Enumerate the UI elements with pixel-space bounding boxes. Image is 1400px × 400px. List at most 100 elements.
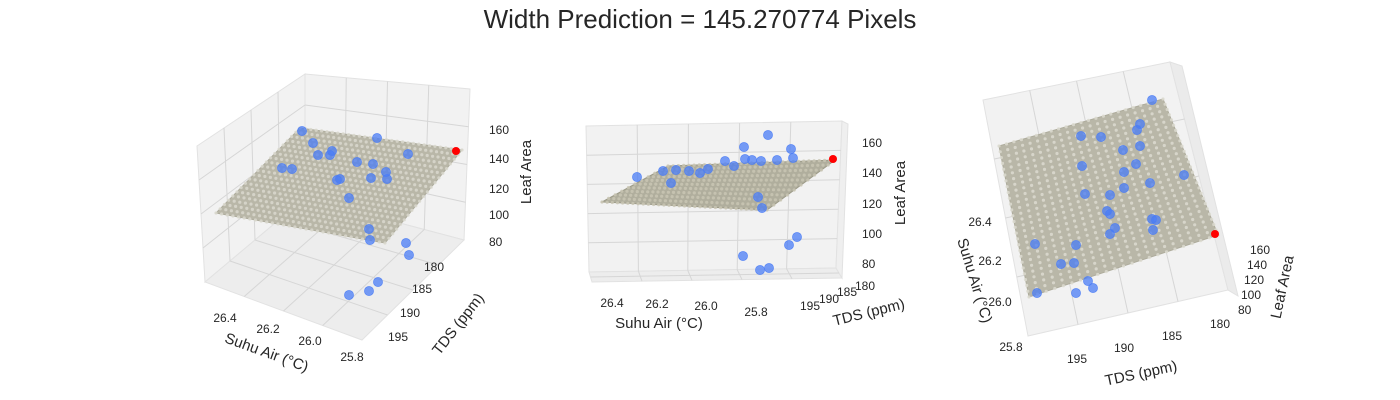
plot2-surface-node [630, 189, 634, 193]
plot1-surface-node [306, 176, 310, 180]
plot1-surface-node [310, 228, 314, 232]
plot2-surface-node [765, 160, 769, 164]
plot2-surface-node [682, 163, 686, 167]
plot1-surface-node [365, 201, 370, 205]
plot3-surface-node [1089, 184, 1093, 188]
plot1-surface-node [378, 224, 382, 228]
plot3-surface-node [1170, 165, 1174, 169]
plot1-surface-node [407, 197, 411, 201]
plot3-surface-node [1203, 225, 1207, 229]
plot1-surface-node [356, 205, 360, 209]
plot3-surface-node [1083, 258, 1087, 262]
plot3-surface-node [1113, 267, 1117, 271]
plot2-surface-node [678, 186, 682, 190]
plot1-surface-node [248, 217, 252, 221]
plot3-surface-node [1169, 118, 1174, 122]
plot3-surface-node [1056, 188, 1060, 192]
plot3-surface-node [1127, 142, 1131, 146]
plot3-surface-node [1022, 272, 1026, 276]
plot1-surface-node [417, 163, 421, 167]
plot1-surface-node [371, 202, 375, 206]
plot1-surface-node [363, 175, 367, 179]
plot3-surface-node [1043, 284, 1047, 288]
plot3-surface-node [1132, 236, 1136, 241]
plot2-surface-node [735, 187, 739, 191]
plot1-surface-node [309, 207, 313, 211]
plot1-surface-node [389, 210, 393, 214]
plot3-surface-node [1140, 204, 1144, 208]
plot1-surface-node [353, 194, 357, 198]
plot3-surface-node [1102, 228, 1106, 232]
plot2-xlabel: Suhu Air (°C) [615, 315, 703, 332]
plot1-surface-node [369, 197, 374, 201]
plot1-surface-node [358, 210, 362, 214]
plot3-surface-node [1156, 199, 1160, 203]
plot3-xtick: 26.0 [988, 295, 1012, 309]
plot3-data-point [1056, 259, 1066, 269]
plot1-surface-node [260, 184, 264, 188]
plot2-surface-node [692, 163, 696, 167]
plot3-surface-node [1060, 138, 1064, 142]
plot2-surface-node [663, 186, 667, 190]
plot1-surface-node [363, 135, 367, 139]
plot3-surface-node [1103, 119, 1107, 124]
plot2-surface-node [771, 173, 775, 177]
plot3-surface-node [1095, 146, 1099, 150]
plot1-data-point [325, 150, 335, 160]
plot3-surface-node [1181, 191, 1185, 195]
plot3-surface-node [1095, 176, 1099, 180]
plot3-surface-node [1049, 196, 1053, 200]
plot1-surface-node [286, 183, 290, 187]
plot2-surface-node [789, 183, 793, 187]
plot1-data-point [287, 164, 297, 174]
plot1-surface-node [392, 200, 396, 204]
plot3-surface-node [1075, 194, 1079, 198]
plot1-surface-node [413, 183, 417, 187]
plot1-surface-node [378, 208, 382, 213]
plot3-surface-node [1152, 188, 1156, 192]
plot3-surface-node [1193, 175, 1197, 180]
plot3-surface-node [1028, 178, 1032, 182]
plot1-surface-node [390, 159, 394, 163]
plot1-surface-node [242, 196, 246, 200]
plot2-surface-node [709, 174, 713, 178]
plot3-surface-node [1053, 249, 1057, 254]
plot1-surface-node [239, 185, 243, 190]
plot1-surface-node [302, 181, 306, 185]
plot2-surface-node [711, 196, 716, 200]
plot3-surface-node [1145, 250, 1150, 254]
plot3-surface-node [1164, 172, 1168, 176]
plot1-surface-node [309, 127, 313, 132]
plot1-surface-node [235, 210, 239, 214]
plot1-surface-node [428, 180, 432, 184]
plot1-surface-node [401, 196, 405, 201]
plot1-surface-node [428, 144, 432, 148]
plot3-surface-node [1080, 180, 1084, 185]
plot1-surface-node [273, 171, 277, 175]
plot3-surface-node [1099, 217, 1103, 221]
plot2-surface-node [622, 197, 626, 201]
plot1-surface-node [295, 215, 299, 219]
plot3-surface-node [1096, 122, 1100, 126]
plot2-surface-node [729, 206, 733, 210]
plot3-surface-node [1014, 151, 1019, 155]
plot1-surface-node [317, 138, 321, 142]
plot2-surface-node [673, 186, 677, 190]
plot1-surface-node [360, 200, 364, 204]
plot2-surface-node [802, 173, 806, 177]
plot3-surface-node [1079, 150, 1084, 154]
plot3-surface-node [1113, 236, 1117, 240]
plot2-surface-node [652, 186, 656, 190]
plot1-surface-node [274, 196, 278, 200]
plot1-surface-node [427, 159, 431, 163]
plot1-surface-node [352, 133, 356, 137]
plot2-surface-node [730, 187, 734, 191]
plot3-surface-node [1172, 194, 1176, 198]
plot1-ztick: 80 [489, 235, 503, 249]
plot2-surface-node [823, 158, 827, 162]
plot1-surface-node [330, 130, 334, 134]
plot3-surface-node [1021, 223, 1025, 227]
plot3-surface-node [1193, 223, 1197, 227]
plot3-surface-node [1171, 242, 1175, 246]
plot3-surface-node [1095, 206, 1099, 210]
